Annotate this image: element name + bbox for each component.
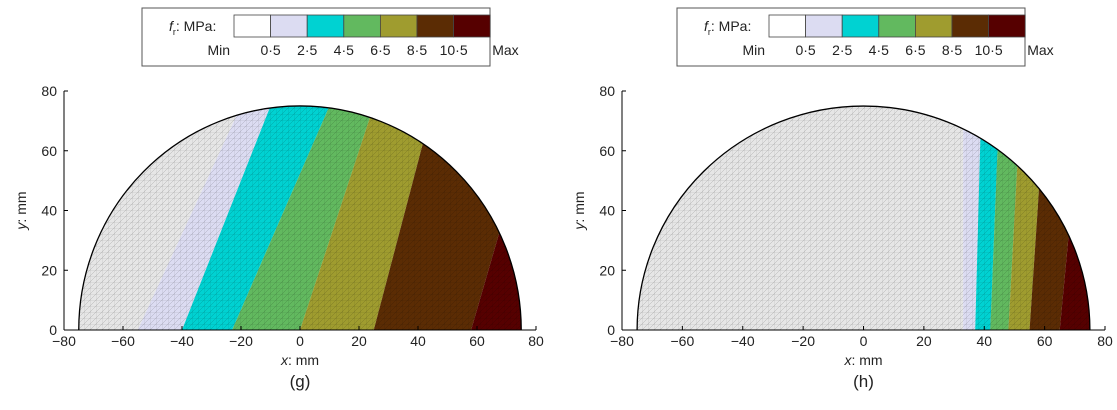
y-axis-label: y: mm — [571, 191, 587, 230]
legend-swatch — [951, 14, 989, 38]
legend: fr: MPa: Min 0·5 2·5 4·5 6·5 8·5 10·5 Max — [141, 7, 519, 67]
x-tick-label: −40 — [731, 333, 755, 349]
legend-swatch — [878, 14, 916, 38]
legend-level-label: 8·5 — [942, 42, 962, 58]
panel-label: (h) — [853, 372, 874, 391]
x-tick-label: 40 — [410, 333, 426, 349]
x-tick-label: 80 — [528, 333, 544, 349]
legend-swatch — [805, 14, 843, 38]
x-tick-label: −20 — [229, 333, 253, 349]
x-tick-label: −60 — [671, 333, 695, 349]
x-axis-label: x: mm — [843, 352, 882, 368]
legend-swatch — [453, 14, 491, 38]
x-tick-label: −40 — [170, 333, 194, 349]
x-tick-label: −60 — [111, 333, 135, 349]
legend-swatch — [233, 14, 271, 38]
y-tick-label: 60 — [599, 143, 615, 159]
legend-title: fr: MPa: — [704, 18, 751, 37]
x-tick-label: 40 — [976, 333, 992, 349]
legend-level-label: Min — [742, 42, 765, 58]
legend-level-label: 4·5 — [334, 42, 354, 58]
y-axis-label: y: mm — [13, 191, 29, 230]
x-tick-label: 80 — [1097, 333, 1113, 349]
legend-swatch — [306, 14, 345, 38]
legend-level-label: Max — [1027, 42, 1053, 58]
legend-level-label: 10·5 — [975, 42, 1003, 58]
legend-swatch — [988, 14, 1026, 38]
y-tick-label: 20 — [599, 262, 615, 278]
stress-bands — [637, 106, 1090, 330]
legend-swatch — [915, 14, 953, 38]
x-axis-label: x: mm — [280, 352, 319, 368]
y-tick-label: 0 — [607, 322, 615, 338]
legend-swatch — [343, 14, 381, 38]
stress-bands — [78, 105, 522, 330]
y-tick-label: 80 — [599, 83, 615, 99]
x-tick-label: −80 — [610, 333, 634, 349]
legend-level-label: Min — [207, 42, 230, 58]
legend-level-label: 2·5 — [297, 42, 317, 58]
legend-level-label: 0·5 — [260, 42, 280, 58]
legend-level-label: Max — [492, 42, 518, 58]
y-tick-label: 40 — [599, 203, 615, 219]
legend-swatch — [270, 14, 308, 38]
legend-level-label: 6·5 — [905, 42, 925, 58]
y-tick-label: 80 — [41, 83, 57, 99]
panel-h: −80 −60 −40 −20 0 20 40 60 80 0 20 40 60 80 x: mm y: mm… — [571, 7, 1113, 391]
y-tick-label: 40 — [41, 203, 57, 219]
legend-swatch — [416, 14, 454, 38]
panel-label: (g) — [290, 372, 311, 391]
legend: fr: MPa: Min 0·5 2·5 4·5 6·5 8·5 10·5 Max — [676, 7, 1054, 67]
legend-level-label: 0·5 — [795, 42, 815, 58]
panel-g: −80 −60 −40 −20 0 20 40 60 80 0 20 40 60 80 x: mm y: mm… — [13, 7, 544, 391]
legend-swatch — [768, 14, 806, 38]
mesh-overlay — [637, 106, 1090, 330]
domain-outline — [636, 105, 1091, 331]
legend-title: fr: MPa: — [169, 18, 216, 37]
mesh-overlay — [78, 105, 522, 330]
x-tick-label: 0 — [860, 333, 868, 349]
x-tick-label: 20 — [916, 333, 932, 349]
x-tick-label: 60 — [469, 333, 485, 349]
x-tick-label: 20 — [351, 333, 367, 349]
legend-level-label: 8·5 — [407, 42, 427, 58]
y-tick-label: 60 — [41, 143, 57, 159]
y-tick-label: 0 — [49, 322, 57, 338]
x-tick-label: −20 — [791, 333, 815, 349]
legend-level-label: 2·5 — [832, 42, 852, 58]
legend-swatch — [841, 14, 880, 38]
x-tick-label: −80 — [52, 333, 76, 349]
x-tick-label: 60 — [1037, 333, 1053, 349]
legend-level-label: 10·5 — [440, 42, 468, 58]
legend-swatch — [379, 14, 418, 38]
legend-level-label: 4·5 — [869, 42, 889, 58]
y-tick-label: 20 — [41, 262, 57, 278]
domain-outline — [78, 105, 522, 331]
x-tick-label: 0 — [296, 333, 304, 349]
legend-level-label: 6·5 — [370, 42, 390, 58]
